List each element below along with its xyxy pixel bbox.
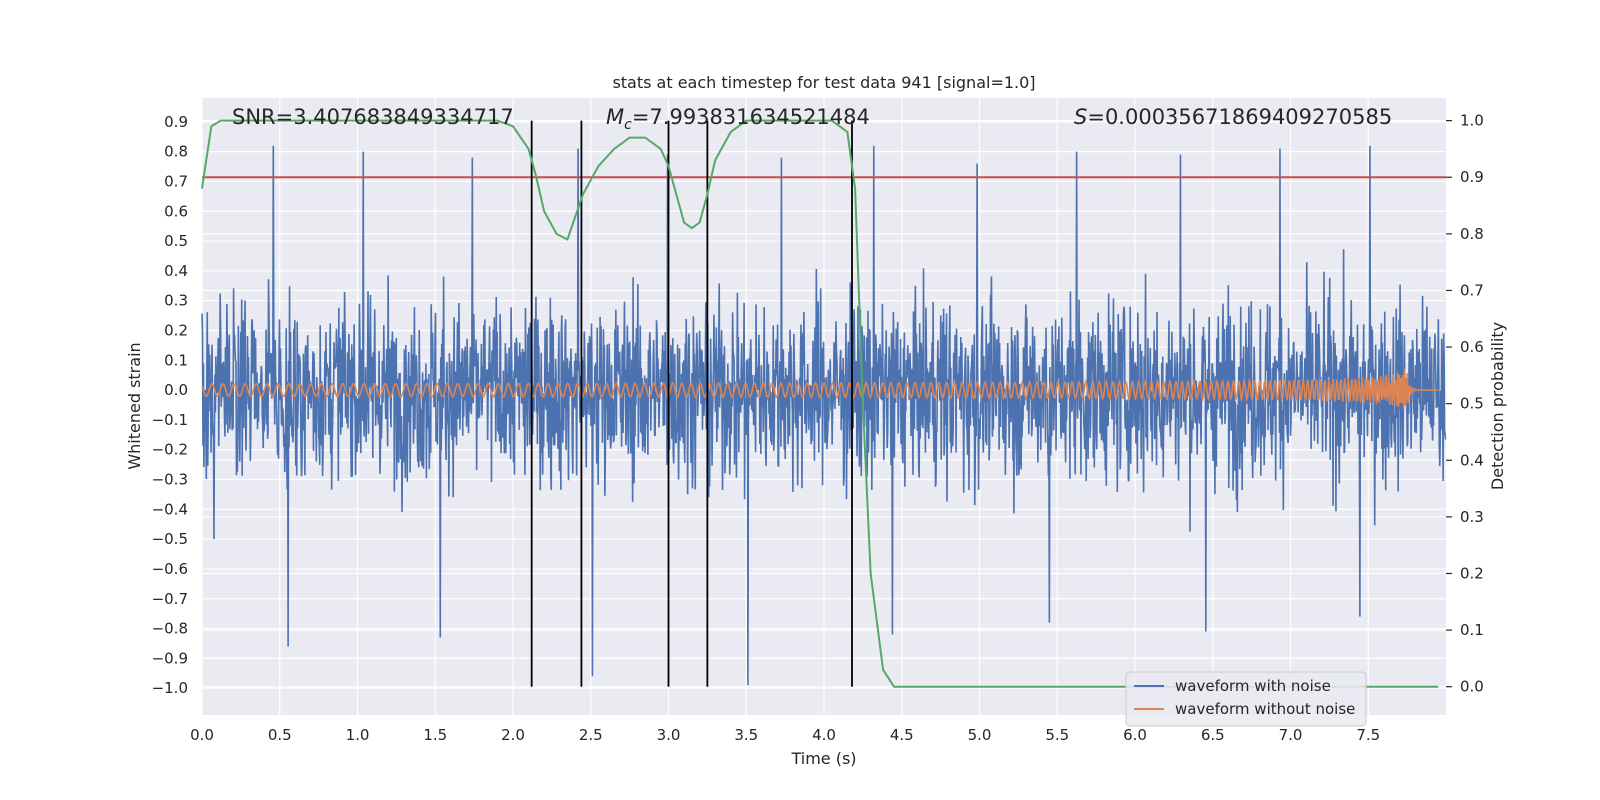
y-tick-label-7: 0.2 [164,321,188,339]
y2-tick-label-5: 0.5 [1460,395,1484,413]
x-tick-label-7: 3.5 [734,726,758,744]
x-tick-label-9: 4.5 [890,726,914,744]
x-tick-label-3: 1.5 [423,726,447,744]
y-tick-label-0: 0.9 [164,113,188,131]
y-tick-label-12: −0.3 [152,471,188,489]
y2-tick-label-10: 0.0 [1460,678,1484,696]
x-tick-label-4: 2.0 [501,726,525,744]
s-annotation: S=0.00035671869409270585 [1074,105,1392,129]
y-tick-label-6: 0.3 [164,292,188,310]
y-tick-label-16: −0.7 [152,590,188,608]
y2-tick-label-3: 0.7 [1460,281,1484,299]
y-tick-label-2: 0.7 [164,172,188,190]
y2-ticks: 1.0 0.9 0.8 0.7 0.6 0.5 0.4 0.3 0.2 0.1 0.0 [1446,112,1484,696]
noise-path [201,145,1447,686]
y-ticks: 0.9 0.8 0.7 0.6 0.5 0.4 0.3 0.2 0.1 0.0 −0.1 −0.2 −0… [152,113,188,697]
x-ticks: 0.0 0.5 1.0 1.5 2.0 2.5 3.0 3.5 4.0 4.5 5.0 5.5 6.0 6… [190,726,1380,744]
y2-tick-label-0: 1.0 [1460,112,1484,130]
y2-tick-label-1: 0.9 [1460,168,1484,186]
chirp-path [201,368,1439,410]
y-tick-label-17: −0.8 [152,620,188,638]
y2-tick-label-2: 0.8 [1460,225,1484,243]
y-tick-label-9: 0.0 [164,381,188,399]
vertical-markers [530,120,853,687]
x-tick-label-2: 1.0 [346,726,370,744]
x-tick-label-10: 5.0 [968,726,992,744]
y-tick-label-3: 0.6 [164,202,188,220]
legend: waveform with noise waveform without noi… [1125,671,1367,727]
x-axis-label: Time (s) [790,749,856,768]
chirp-mass-value: =7.993831634521484 [632,105,870,129]
x-tick-label-12: 6.0 [1123,726,1147,744]
s-value: =0.00035671869409270585 [1087,105,1392,129]
y2-axis-label: Detection probability [1488,322,1507,490]
y-tick-label-13: −0.4 [152,500,188,518]
y-tick-label-19: −1.0 [152,679,188,697]
y2-tick-label-6: 0.4 [1460,451,1484,469]
y-tick-label-8: 0.1 [164,351,188,369]
series-waveform-without-noise [201,368,1439,410]
y-tick-label-1: 0.8 [164,143,188,161]
y2-tick-label-9: 0.1 [1460,621,1484,639]
y-tick-label-15: −0.6 [152,560,188,578]
x-tick-label-13: 6.5 [1201,726,1225,744]
series-waveform-with-noise [201,145,1447,686]
y2-tick-label-4: 0.6 [1460,338,1484,356]
y2-tick-label-8: 0.2 [1460,564,1484,582]
x-tick-label-14: 7.0 [1279,726,1303,744]
x-tick-label-8: 4.0 [812,726,836,744]
legend-box [1125,671,1367,727]
y-tick-label-4: 0.5 [164,232,188,250]
y-tick-label-5: 0.4 [164,262,188,280]
x-tick-label-11: 5.5 [1045,726,1069,744]
y2-tick-label-7: 0.3 [1460,508,1484,526]
x-tick-label-6: 3.0 [657,726,681,744]
y-tick-label-18: −0.9 [152,649,188,667]
chirp-mass-annotation: Mc=7.993831634521484 [606,105,870,133]
chart-title: stats at each timestep for test data 941… [612,73,1035,92]
y-tick-label-11: −0.2 [152,441,188,459]
y-axis-label: Whitened strain [125,342,144,469]
chirp-mass-subscript: c [624,117,632,133]
y-tick-label-14: −0.5 [152,530,188,548]
chirp-mass-symbol: M [606,105,624,129]
legend-label-noise: waveform with noise [1175,677,1331,695]
legend-label-clean: waveform without noise [1175,700,1355,718]
x-tick-label-5: 2.5 [579,726,603,744]
snr-annotation: SNR=3.407683849334717 [232,105,514,129]
x-tick-label-0: 0.0 [190,726,214,744]
x-tick-label-1: 0.5 [268,726,292,744]
probability-line [201,119,1439,688]
x-tick-label-15: 7.5 [1356,726,1380,744]
series-detection-probability [201,119,1439,688]
s-symbol: S [1074,105,1087,129]
y-tick-label-10: −0.1 [152,411,188,429]
